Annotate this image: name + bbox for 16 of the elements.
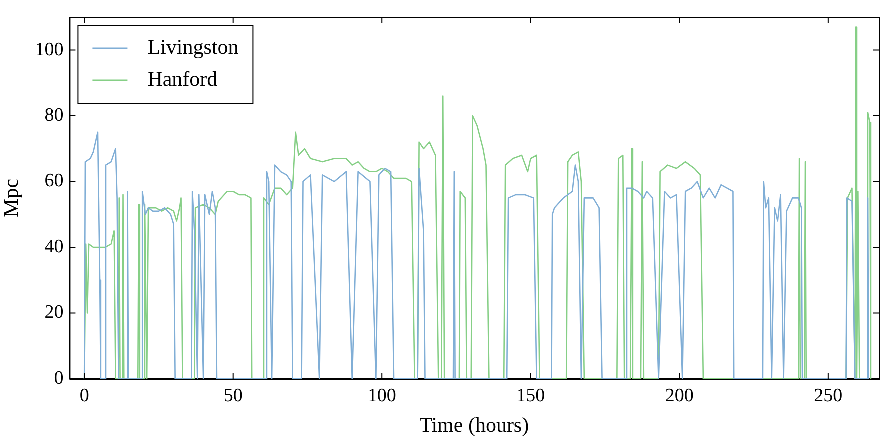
y-tick-label: 60 [44,170,64,192]
y-axis-title: Mpc [0,178,24,218]
x-tick-label: 200 [665,385,694,406]
x-tick-label: 100 [368,385,396,406]
y-tick-label: 40 [44,236,64,258]
legend-label: Livingston [148,34,240,59]
y-tick-label: 80 [44,105,64,126]
x-tick-label: 250 [814,385,843,406]
x-tick-label: 0 [80,385,90,406]
x-tick-label: 150 [516,385,546,406]
y-tick-label: 100 [35,39,64,60]
legend-label: Hanford [148,66,218,91]
x-tick-label: 50 [224,385,243,406]
y-tick-label: 20 [44,302,64,324]
x-axis-title: Time (hours) [420,412,530,437]
y-tick-label: 0 [54,368,64,389]
